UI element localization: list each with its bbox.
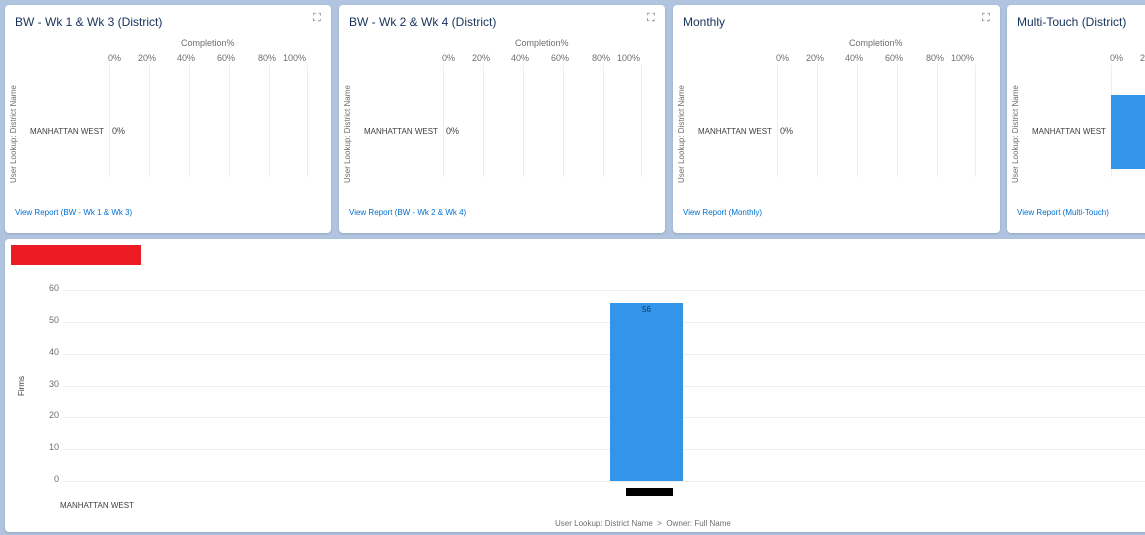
category-label: MANHATTAN WEST [1032,127,1106,136]
gridline [897,65,898,177]
dashboard-card-bw-wk2-wk4: BW - Wk 2 & Wk 4 (District) ⛶ Completion% 0… [339,5,665,233]
view-report-link[interactable]: View Report (Monthly) [683,208,762,217]
x-tick-label: 20% [138,53,157,63]
redacted-owner-block [626,488,673,496]
x-tick-label: 100% [951,53,975,63]
x-axis-title: Completion% [849,38,903,48]
x-tick-label: 60% [885,53,904,63]
chart-bar[interactable] [1111,95,1145,169]
chart-bar[interactable] [610,302,683,481]
expand-icon[interactable]: ⛶ [647,12,655,24]
view-report-link[interactable]: View Report (BW - Wk 2 & Wk 4) [349,208,467,217]
firms-y-axis-title: Firms [17,376,26,396]
gridline [307,65,308,177]
gridline [229,65,230,177]
firms-x-axis-title: User Lookup: District Name > Owner: Full… [555,519,731,528]
expand-icon[interactable]: ⛶ [313,12,321,24]
x-tick-label: 40% [177,53,196,63]
x-tick-label: 20% [1140,53,1145,63]
firms-chart: 0 10 20 30 40 50 60 56 [5,239,1145,532]
y-axis-title: User Lookup: District Name [1011,85,1020,183]
gridline [63,385,1145,387]
x-tick-label: 40% [845,53,864,63]
y-axis-title: User Lookup: District Name [677,85,686,183]
y-tick-label: 20 [48,410,59,421]
x-tick-label: 100% [283,53,307,63]
card-title: BW - Wk 1 & Wk 3 (District) [15,15,163,29]
category-label: MANHATTAN WEST [364,127,438,136]
dashboard-card-monthly: Monthly ⛶ Completion% 0% 20% 40% 60% 80% 100% Use… [673,5,1000,233]
gridline [563,65,564,177]
gridline [817,65,818,177]
category-label: MANHATTAN WEST [698,127,772,136]
y-tick-label: 60 [48,283,59,293]
y-tick-label: 50 [48,314,59,325]
x-tick-label: 80% [592,53,611,63]
data-label: 0% [112,126,126,136]
x-axis-title: Completion% [515,38,569,48]
view-report-link[interactable]: View Report (Multi-Touch) [1017,208,1109,217]
y-tick-label: 40 [48,346,59,357]
x-tick-label: 60% [217,53,236,63]
y-tick-label: 30 [48,378,59,389]
card-title: BW - Wk 2 & Wk 4 (District) [349,15,497,29]
gridline [641,65,642,177]
dashboard-card-bw-wk1-wk3: BW - Wk 1 & Wk 3 (District) ⛶ Completion% 0… [5,5,331,233]
data-label: 56 [642,304,651,314]
y-axis-title: User Lookup: District Name [343,85,352,183]
gridline [63,417,1145,419]
x-axis-title: Completion% [181,38,235,48]
dashboard-card-multi-touch: Multi-Touch (District)Completion%0%20%Us… [1007,5,1145,233]
gridline [603,65,604,177]
card-title: Monthly [683,15,726,29]
gridline [63,290,1145,291]
gridline [63,321,1145,323]
gridline [777,65,778,177]
card-title: Multi-Touch (District) [1017,15,1127,29]
x-tick-label: 0% [776,53,790,63]
y-axis-title: User Lookup: District Name [9,85,18,183]
gridline [857,65,858,177]
gridline [63,449,1145,451]
gridline [483,65,484,177]
data-label: 0% [780,126,794,136]
gridline [109,65,110,177]
x-tick-label: 20% [806,53,825,63]
redacted-title-block [11,245,141,265]
gridline [149,65,150,177]
x-tick-label: 100% [617,53,641,63]
data-label: 0% [446,126,460,136]
expand-icon[interactable]: ⛶ [982,12,990,24]
x-tick-label: 40% [511,53,530,63]
x-tick-label: 60% [551,53,570,63]
x-tick-label: 0% [1110,53,1124,63]
x-tick-label: 80% [926,53,945,63]
dashboard-card-firms: 0 10 20 30 40 50 60 56 Firms MANHATTAN WEST Use… [5,239,1145,532]
view-report-link[interactable]: View Report (BW - Wk 1 & Wk 3) [15,208,133,217]
y-tick-label: 0 [53,474,59,484]
x-tick-label: 0% [108,53,122,63]
gridline [189,65,190,177]
y-tick-label: 10 [48,442,59,453]
x-tick-label: 80% [258,53,277,63]
gridline [443,65,444,177]
gridline [269,65,270,177]
gridline [63,481,1145,482]
gridline [63,353,1145,355]
x-tick-label: 0% [442,53,456,63]
gridline [523,65,524,177]
firms-category-label: MANHATTAN WEST [60,501,134,510]
gridline [937,65,938,177]
x-tick-label: 20% [472,53,491,63]
category-label: MANHATTAN WEST [30,127,104,136]
gridline [975,65,976,177]
